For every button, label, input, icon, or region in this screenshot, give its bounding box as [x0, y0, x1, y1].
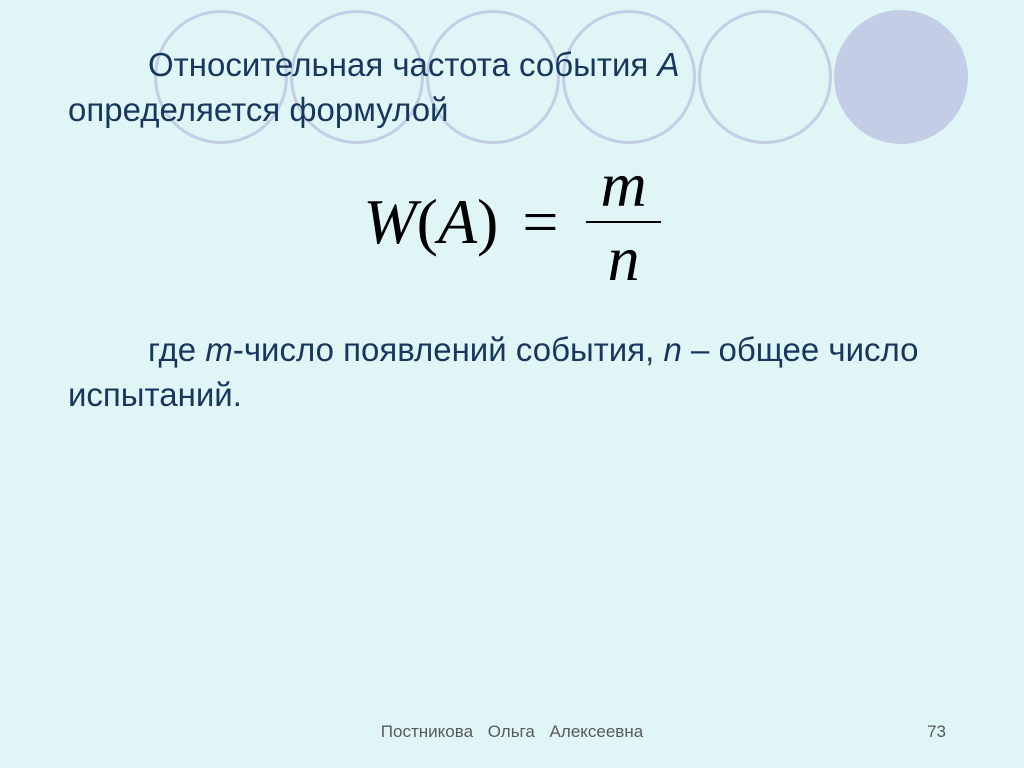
slide-inner: Относительная частота события А определя…	[8, 8, 1016, 760]
formula-num: m	[586, 153, 660, 217]
body-italic-n: n	[663, 331, 681, 368]
body-text: где m-число появлений события, n – общее…	[68, 328, 956, 417]
title-part1: Относительная частота события	[148, 46, 657, 83]
formula-W: W	[363, 186, 416, 257]
formula-open: (	[417, 186, 438, 257]
title-italic-A: А	[657, 46, 679, 83]
formula-den: n	[586, 227, 660, 291]
title-text: Относительная частота события А определя…	[68, 43, 956, 132]
formula-lhs: W(A)	[363, 185, 498, 259]
title-part2: определяется формулой	[68, 91, 448, 128]
footer-author: Постникова Ольга Алексеевна	[381, 722, 643, 741]
footer: Постникова Ольга Алексеевна	[8, 722, 1016, 742]
formula-eq: =	[522, 185, 558, 259]
body-part2: -число появлений события,	[233, 331, 664, 368]
formula-close: )	[477, 186, 498, 257]
body-italic-m: m	[205, 331, 233, 368]
formula: W(A) = m n	[8, 153, 1016, 291]
formula-fraction: m n	[586, 153, 660, 291]
formula-A: A	[438, 186, 477, 257]
slide: Относительная частота события А определя…	[0, 0, 1024, 768]
page-number: 73	[927, 722, 946, 742]
body-part1: где	[148, 331, 205, 368]
